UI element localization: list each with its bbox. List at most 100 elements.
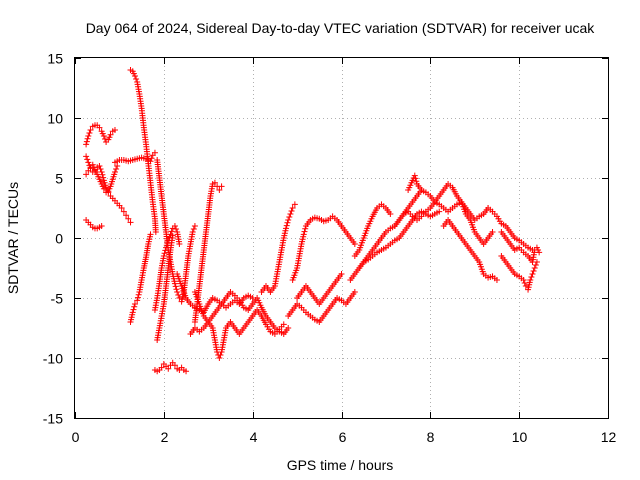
data-point	[127, 219, 134, 226]
data-point	[520, 277, 527, 283]
data-point	[176, 241, 183, 247]
series-trace-q	[285, 289, 358, 325]
y-tick-label: 5	[55, 171, 63, 187]
data-point	[411, 172, 418, 179]
series-trace-d	[83, 217, 105, 232]
chart-title: Day 064 of 2024, Sidereal Day-to-day VTE…	[86, 20, 596, 36]
series-trace-x	[391, 181, 496, 247]
data-point	[85, 167, 92, 174]
data-point	[291, 201, 298, 208]
y-tick-label: -5	[51, 291, 64, 307]
data-point	[84, 156, 91, 163]
data-point	[97, 166, 104, 172]
data-point	[173, 286, 180, 293]
data-point	[83, 153, 90, 160]
data-point	[489, 229, 496, 235]
data-point	[171, 280, 178, 287]
data-point	[436, 208, 443, 215]
data-point	[96, 163, 103, 169]
data-point	[83, 141, 90, 148]
data-point	[529, 247, 536, 253]
series-trace-i	[151, 359, 190, 375]
series-trace-l	[191, 179, 225, 325]
data-point	[161, 250, 168, 257]
data-point	[135, 291, 142, 298]
data-point	[521, 280, 528, 286]
data-point	[216, 355, 223, 361]
data-point	[289, 205, 296, 211]
data-point	[131, 73, 138, 79]
data-point	[527, 277, 534, 283]
data-point	[86, 130, 93, 136]
data-point	[107, 131, 114, 138]
x-tick-label: 0	[72, 429, 80, 445]
data-point	[166, 234, 173, 241]
data-point	[172, 283, 179, 290]
data-point	[87, 127, 94, 133]
series-trace-t	[351, 201, 394, 259]
data-point	[287, 211, 294, 217]
x-tick-label: 4	[250, 429, 258, 445]
data-point	[113, 166, 120, 172]
data-point	[183, 368, 190, 375]
data-point	[283, 222, 290, 229]
data-point	[536, 249, 543, 256]
data-point	[190, 226, 197, 232]
data-point	[98, 223, 105, 229]
data-point	[100, 185, 107, 192]
data-point	[176, 295, 183, 301]
x-tick-label: 2	[161, 429, 169, 445]
series-trace-r	[289, 213, 358, 283]
data-point	[99, 171, 106, 178]
series-trace-a	[83, 122, 118, 148]
data-point	[351, 289, 358, 295]
data-point	[123, 212, 130, 219]
y-tick-label: -10	[43, 351, 63, 367]
series-trace-c	[83, 161, 121, 196]
data-point	[168, 228, 175, 235]
series-trace-s	[294, 271, 345, 307]
data-point	[118, 205, 125, 211]
plot-frame	[74, 57, 609, 419]
data-point	[189, 229, 196, 235]
series-trace-aa	[498, 253, 540, 293]
series-trace-y	[440, 217, 500, 283]
x-axis-ticks: 0 2 4 6 8 10 12	[72, 58, 616, 445]
data-point	[134, 297, 141, 304]
data-point	[98, 169, 105, 175]
data-point	[301, 228, 308, 235]
data-point	[131, 301, 138, 307]
data-point	[413, 178, 420, 185]
data-point	[412, 175, 419, 182]
data-point	[129, 309, 136, 316]
data-point	[285, 325, 292, 331]
data-point	[158, 364, 165, 371]
data-point	[300, 231, 307, 238]
data-point	[493, 277, 500, 283]
data-point	[101, 136, 108, 142]
data-point	[147, 231, 154, 238]
data-point	[387, 211, 394, 217]
data-point	[533, 259, 540, 265]
series-trace-n	[191, 289, 287, 361]
data-point	[531, 265, 538, 271]
data-point	[169, 232, 176, 239]
series-trace-f	[127, 67, 159, 235]
data-point	[175, 292, 182, 298]
data-point	[217, 352, 224, 358]
data-point	[148, 155, 155, 162]
series-trace-ab	[485, 205, 536, 253]
data-point	[338, 271, 345, 277]
data-point	[284, 219, 291, 226]
data-point	[280, 321, 287, 328]
data-point	[302, 225, 309, 232]
data-point	[120, 208, 127, 215]
series-trace-k	[154, 232, 176, 343]
data-point	[174, 289, 181, 295]
data-point	[218, 183, 225, 190]
data-point	[83, 138, 90, 145]
data-point	[171, 223, 178, 229]
x-tick-label: 8	[427, 429, 435, 445]
